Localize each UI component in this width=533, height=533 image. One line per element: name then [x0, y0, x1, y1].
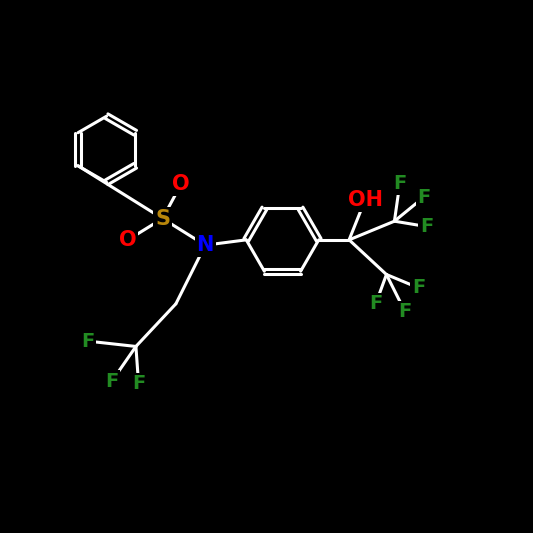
- Text: F: F: [106, 372, 118, 391]
- Text: N: N: [197, 235, 214, 255]
- Text: O: O: [119, 230, 137, 250]
- Text: F: F: [82, 332, 94, 351]
- Text: F: F: [393, 174, 406, 193]
- Text: S: S: [155, 208, 170, 229]
- Text: F: F: [417, 188, 430, 207]
- Text: F: F: [132, 374, 145, 393]
- Text: OH: OH: [348, 190, 383, 210]
- Text: F: F: [399, 302, 411, 321]
- Text: F: F: [412, 278, 425, 297]
- Text: F: F: [369, 294, 382, 313]
- Text: O: O: [172, 174, 190, 194]
- Text: F: F: [420, 217, 433, 236]
